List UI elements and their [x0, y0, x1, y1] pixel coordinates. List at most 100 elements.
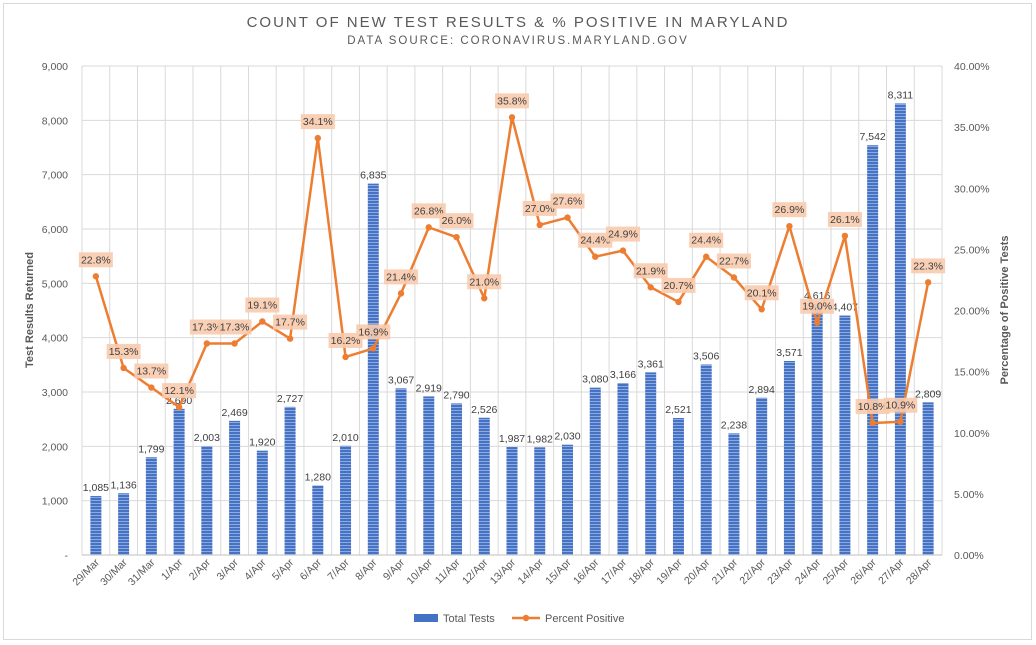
bar [534, 447, 546, 555]
bar [783, 360, 795, 555]
percent-marker [702, 253, 710, 260]
bar [173, 408, 185, 555]
percent-label-bg [106, 343, 141, 359]
percent-label: 26.9% [775, 204, 805, 216]
bar-label: 3,571 [776, 347, 802, 359]
percent-marker [397, 290, 405, 297]
percent-label-bg [467, 274, 502, 290]
bar [478, 417, 490, 555]
percent-label-bg [522, 200, 557, 216]
bar-label: 3,361 [638, 358, 664, 370]
bar [118, 493, 130, 555]
percent-label: 19.0% [802, 301, 832, 313]
percent-marker [231, 340, 238, 347]
x-tick-label: 23/Apr [765, 556, 796, 587]
percent-label-bg [78, 252, 113, 268]
y-tick-label: 1,000 [42, 496, 68, 508]
bar [672, 418, 684, 555]
x-tick-label: 11/Apr [433, 556, 463, 586]
y-tick-label: 3,000 [42, 387, 68, 399]
percent-label-bg [633, 263, 668, 279]
x-tick-label: 2/Apr [187, 556, 214, 583]
percent-label-bg [217, 319, 252, 335]
percent-marker [508, 114, 516, 121]
percent-label: 17.3% [192, 322, 222, 334]
x-tick-label: 3/Apr [214, 556, 241, 583]
bar [90, 496, 102, 555]
percent-label-bg [189, 319, 224, 335]
bar [922, 402, 934, 555]
percent-label: 16.9% [358, 326, 388, 338]
percent-marker [148, 384, 155, 391]
bar-label: 2,238 [721, 419, 747, 431]
x-tick-label: 22/Apr [737, 556, 768, 587]
percent-label: 22.7% [719, 255, 749, 267]
percent-marker [592, 253, 599, 260]
y2-tick-label: 5.00% [954, 489, 984, 501]
percent-label: 27.0% [525, 203, 555, 215]
percent-marker [897, 418, 904, 425]
percent-marker [758, 306, 765, 313]
y2-tick-label: 35.00% [954, 122, 990, 134]
x-tick-label: 17/Apr [599, 556, 630, 587]
bar [700, 364, 712, 555]
bar-label: 3,080 [582, 374, 608, 386]
percent-label: 20.7% [664, 280, 694, 292]
x-tick-label: 16/Apr [571, 556, 602, 587]
legend: Total Tests Percent Positive [414, 613, 624, 625]
percent-marker [175, 403, 183, 411]
bar [867, 145, 879, 555]
bar [589, 387, 601, 555]
x-tick-label: 27/Apr [876, 556, 907, 587]
bar [728, 433, 740, 555]
y2-tick-label: 0.00% [954, 550, 984, 562]
y-tick-label: 4,000 [42, 333, 68, 345]
bar-label: 2,894 [749, 384, 775, 396]
bar [811, 304, 823, 555]
x-tick-label: 5/Apr [270, 556, 297, 583]
bar [756, 397, 768, 555]
bar-label: 1,920 [249, 437, 275, 449]
bar-label: 2,030 [554, 431, 580, 443]
percent-label-bg [661, 277, 696, 293]
gridlines [81, 65, 943, 556]
y-axis-title: Test Results Returned [24, 252, 36, 368]
x-tick-label: 24/Apr [793, 556, 824, 587]
legend-label-percent-positive: Percent Positive [545, 613, 624, 625]
y-tick-label: 8,000 [42, 115, 68, 127]
x-tick-label: 14/Apr [516, 556, 547, 587]
y2-axis-title: Percentage of Positive Tests [999, 236, 1011, 385]
bar-label: 1,085 [83, 482, 109, 494]
bar [561, 444, 573, 555]
percent-marker [286, 335, 294, 342]
bar-label: 1,982 [527, 433, 553, 445]
percent-label: 26.8% [414, 205, 444, 217]
percent-label: 12.1% [164, 385, 194, 397]
bar [617, 382, 629, 555]
bar [839, 315, 851, 555]
bar [229, 420, 241, 555]
percent-label-bg [411, 203, 446, 219]
bar-series [90, 103, 934, 556]
legend-marker-percent-positive [522, 614, 530, 622]
x-tick-label: 19/Apr [654, 556, 685, 587]
percent-marker [924, 279, 932, 286]
percent-label: 24.9% [608, 229, 638, 241]
percent-label-bg [300, 114, 335, 130]
percent-label: 21.4% [386, 271, 416, 283]
percent-label-bg [162, 383, 197, 399]
x-tick-label: 25/Apr [821, 556, 852, 587]
y2-tick-label: 10.00% [954, 428, 990, 440]
bar-label: 1,987 [499, 433, 525, 445]
x-tick-label: 1/Apr [159, 556, 186, 583]
percent-marker [342, 353, 349, 361]
percent-label-bg [134, 363, 169, 379]
percent-labels: 22.8% 15.3% 13.7% 12.1% 17.3%17.3% 19.1% 17.7%… [78, 93, 946, 414]
y-tick-label: 2,000 [42, 441, 68, 453]
percent-label-bg [328, 332, 363, 348]
x-tick-label: 18/Apr [626, 556, 657, 587]
x-tick-label: 4/Apr [242, 556, 269, 583]
percent-marker [786, 222, 793, 230]
x-tick-label: 10/Apr [405, 556, 436, 587]
percent-marker [203, 340, 211, 347]
